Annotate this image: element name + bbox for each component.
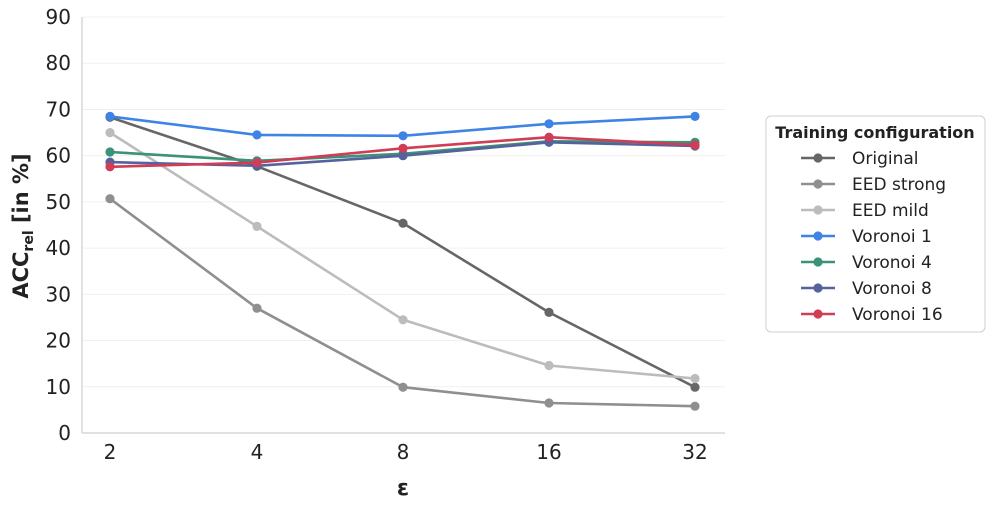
y-axis-title-main: ACC (9, 252, 33, 299)
legend-label-voronoi-1: Voronoi 1 (852, 227, 932, 247)
legend-items: Original EED strong EED mild Voronoi 1 Voron… (801, 149, 946, 325)
y-tick-label: 0 (58, 421, 71, 445)
data-point-voronoi-16 (398, 143, 408, 153)
legend: Training configuration Original EED stron… (765, 115, 986, 333)
data-point-voronoi-4 (105, 147, 115, 157)
y-tick-label: 40 (46, 236, 71, 260)
data-point-voronoi-1 (252, 130, 262, 140)
series-line-eed-strong (108, 197, 697, 408)
data-point-eed-mild (544, 360, 554, 371)
y-axis-title-subscript: rel (21, 230, 37, 251)
data-point-voronoi-16 (544, 132, 554, 142)
legend-label-voronoi-4: Voronoi 4 (852, 253, 932, 273)
y-axis-title: ACCrel [in %] (9, 153, 37, 298)
legend-title: Training configuration (775, 123, 974, 142)
legend-swatch-marker-eed-mild (813, 205, 823, 215)
y-tick-label: 20 (46, 329, 71, 353)
data-point-eed-strong (544, 398, 554, 408)
data-point-original (690, 382, 700, 392)
y-tick-labels: 0 10 20 30 40 50 60 70 80 90 (46, 5, 71, 445)
axes (81, 17, 725, 434)
y-tick-label: 10 (46, 375, 71, 399)
data-point-original (544, 307, 554, 317)
data-point-voronoi-1 (690, 111, 700, 121)
legend-label-original: Original (852, 149, 919, 169)
legend-swatch-marker-eed-strong (813, 179, 823, 189)
x-tick-label: 2 (104, 440, 117, 464)
y-tick-label: 30 (46, 282, 71, 306)
legend-label-eed-mild: EED mild (852, 201, 929, 221)
data-point-voronoi-16 (690, 140, 700, 150)
data-point-eed-strong (398, 382, 408, 392)
data-point-voronoi-1 (105, 111, 115, 121)
data-point-eed-strong (252, 303, 262, 313)
legend-label-voronoi-16: Voronoi 16 (852, 305, 943, 325)
x-axis-title: ε (397, 476, 409, 501)
legend-swatch-marker-original (813, 153, 823, 163)
x-tick-label: 8 (397, 440, 410, 464)
data-point-eed-mild (105, 128, 115, 138)
data-point-eed-mild (252, 221, 262, 231)
legend-box (765, 115, 986, 333)
data-point-eed-strong (105, 194, 115, 204)
x-tick-label: 16 (536, 440, 561, 464)
y-tick-label: 70 (46, 97, 71, 121)
x-tick-label: 4 (251, 440, 264, 464)
data-point-voronoi-1 (544, 119, 554, 129)
legend-swatch-marker-voronoi-4 (813, 257, 823, 267)
x-tick-label: 32 (682, 440, 707, 464)
y-tick-label: 50 (46, 190, 71, 214)
data-point-voronoi-16 (252, 158, 262, 168)
legend-swatch-marker-voronoi-8 (813, 283, 823, 293)
data-point-voronoi-1 (398, 131, 408, 141)
grid-lines (82, 16, 725, 388)
data-point-voronoi-16 (105, 162, 115, 172)
data-point-eed-mild (398, 315, 408, 325)
y-tick-label: 90 (46, 5, 71, 29)
y-axis-title-suffix: [in %] (9, 153, 33, 230)
legend-swatch-marker-voronoi-1 (813, 231, 823, 241)
data-point-eed-mild (690, 373, 700, 384)
legend-label-voronoi-8: Voronoi 8 (852, 279, 932, 299)
data-point-voronoi-8 (398, 151, 408, 161)
data-point-eed-strong (690, 401, 700, 411)
x-tick-labels: 2 4 8 16 32 (104, 440, 708, 464)
legend-label-eed-strong: EED strong (852, 175, 946, 195)
y-tick-label: 60 (46, 144, 71, 168)
y-tick-label: 80 (46, 51, 71, 75)
legend-swatch-marker-voronoi-16 (813, 309, 823, 319)
series-points (105, 111, 700, 411)
data-point-original (398, 218, 408, 228)
